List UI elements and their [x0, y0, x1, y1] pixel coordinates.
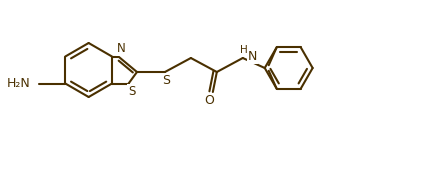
- Text: O: O: [203, 94, 213, 106]
- Text: N: N: [117, 42, 126, 55]
- Text: S: S: [128, 85, 135, 98]
- Text: H₂N: H₂N: [6, 77, 30, 90]
- Text: H: H: [240, 45, 247, 55]
- Text: S: S: [162, 74, 169, 88]
- Text: N: N: [247, 50, 257, 64]
